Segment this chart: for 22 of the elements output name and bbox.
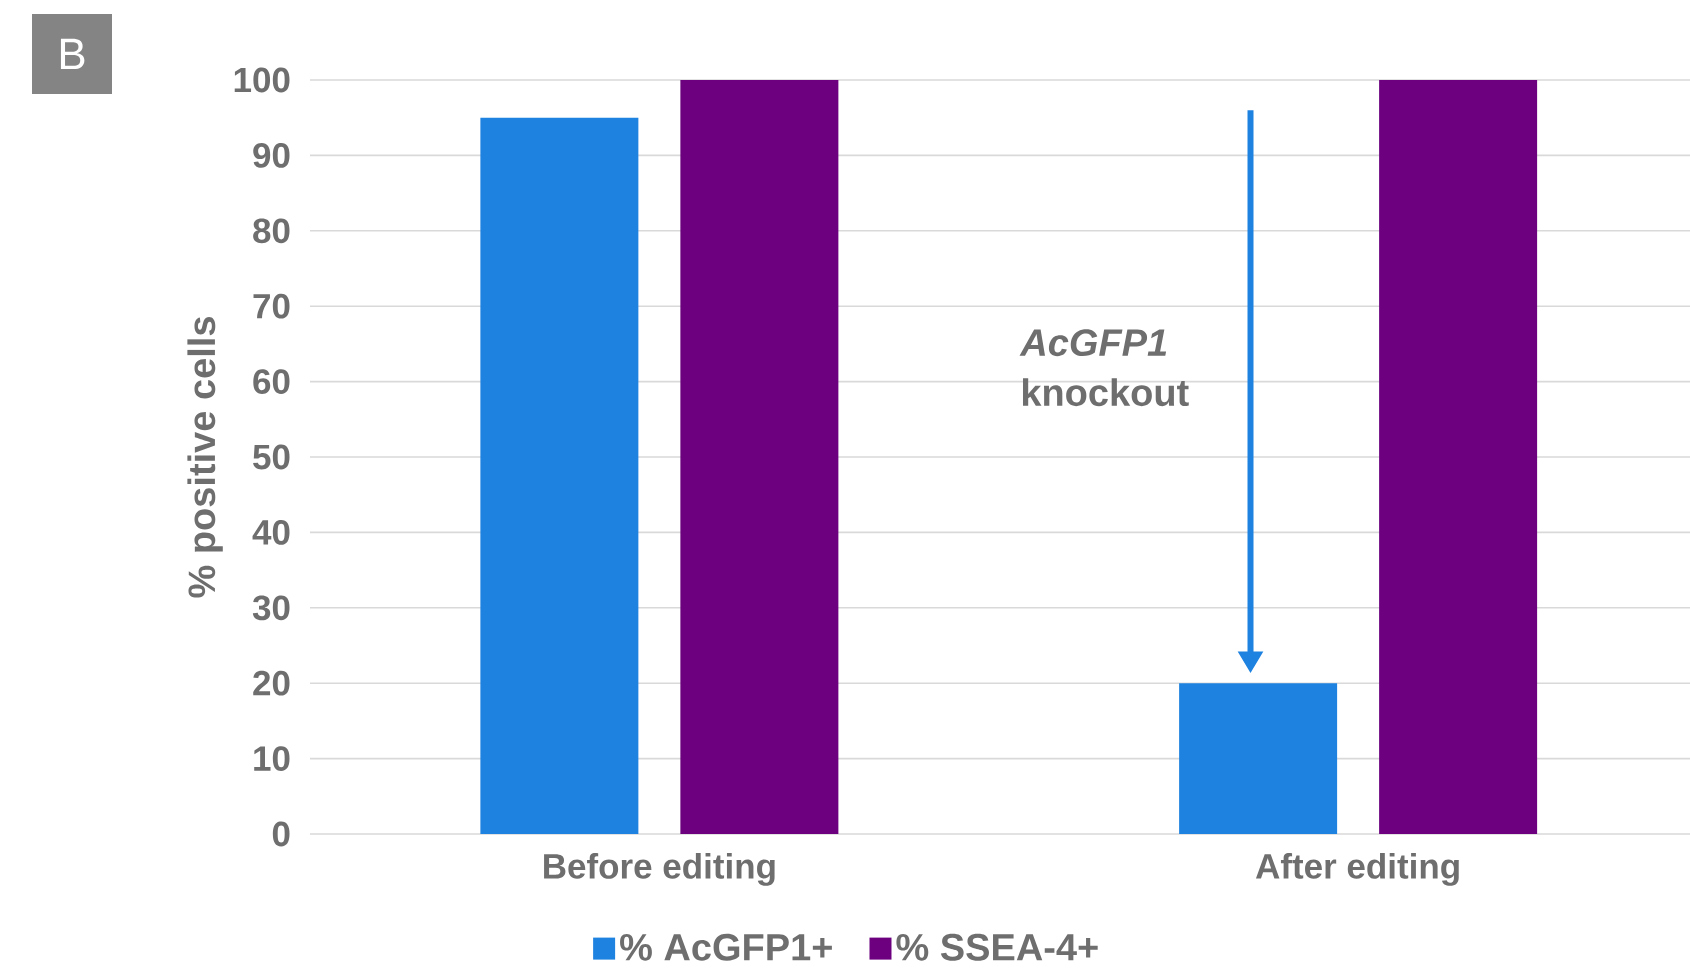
y-tick-label: 50 — [253, 444, 290, 470]
y-tick-label: 40 — [252, 520, 290, 545]
y-tick-label: 20 — [253, 670, 290, 696]
y-tick-label: 30 — [252, 595, 290, 621]
y-tick-label: 10 — [254, 746, 290, 771]
y-tick-label: 90 — [253, 143, 290, 168]
y-tick-label: 80 — [253, 218, 290, 244]
x-tick-label: Before editing — [544, 853, 775, 886]
text: B — [60, 38, 85, 70]
legend-label: % AcGFP1+ — [620, 933, 832, 961]
bar — [480, 117, 639, 834]
bar — [1179, 683, 1338, 834]
annotation: AcGFP1 knockout — [1019, 329, 1189, 407]
y-tick-label: 70 — [253, 293, 290, 319]
y-tick-label: 0 — [272, 821, 290, 847]
bar — [1379, 79, 1538, 834]
y-tick-label: 100 — [234, 67, 290, 93]
y-axis-title: % positive cells — [187, 317, 223, 598]
legend-label: % SSEA-4+ — [896, 933, 1098, 961]
x-tick-label: After editing — [1255, 853, 1459, 886]
y-tick-label: 60 — [253, 369, 290, 394]
bar — [680, 79, 839, 834]
